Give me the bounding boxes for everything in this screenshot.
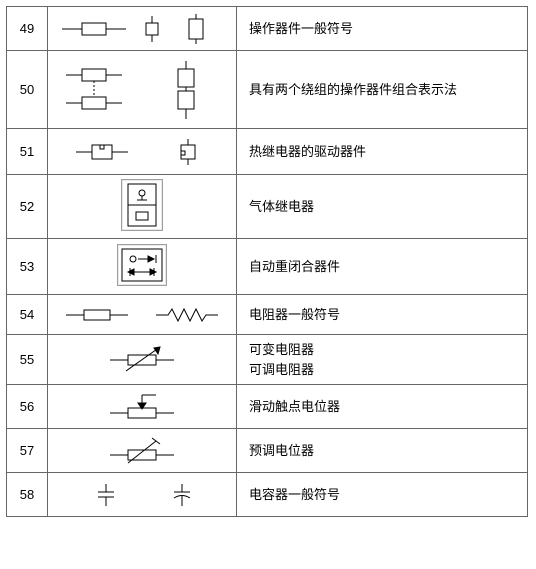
row-desc: 气体继电器	[237, 175, 528, 239]
row-index: 50	[7, 51, 48, 129]
row-index: 57	[7, 429, 48, 473]
row-desc: 预调电位器	[237, 429, 528, 473]
symbol-cell	[48, 51, 237, 129]
row-index: 54	[7, 295, 48, 335]
table-row: 49	[7, 7, 528, 51]
symbol-cell	[48, 385, 237, 429]
symbol-table: 49	[6, 6, 528, 517]
row-desc: 操作器件一般符号	[237, 7, 528, 51]
row-index: 55	[7, 335, 48, 385]
row-desc-line2: 可调电阻器	[249, 362, 314, 377]
row-index: 49	[7, 7, 48, 51]
row-desc: 热继电器的驱动器件	[237, 129, 528, 175]
symbol-cell	[48, 7, 237, 51]
row-desc: 具有两个绕组的操作器件组合表示法	[237, 51, 528, 129]
panel-icon	[121, 179, 163, 231]
table-row: 58 电容器一般符号	[7, 473, 528, 517]
symbol-cell	[48, 175, 237, 239]
row-index: 58	[7, 473, 48, 517]
table-row: 55 可变电阻器可调电阻器	[7, 335, 528, 385]
table-row: 52 气体继电器	[7, 175, 528, 239]
row-desc: 自动重闭合器件	[237, 239, 528, 295]
row-index: 53	[7, 239, 48, 295]
symbol-cell	[48, 429, 237, 473]
row-desc: 滑动触点电位器	[237, 385, 528, 429]
row-desc: 可变电阻器可调电阻器	[237, 335, 528, 385]
symbol-cell	[48, 295, 237, 335]
table-row: 57 预调电位器	[7, 429, 528, 473]
table-row: 54 电阻器一般符号	[7, 295, 528, 335]
row-desc: 电容器一般符号	[237, 473, 528, 517]
row-index: 56	[7, 385, 48, 429]
row-desc: 电阻器一般符号	[237, 295, 528, 335]
table-row: 51 热继电器的驱动器件	[7, 129, 528, 175]
symbol-cell	[48, 129, 237, 175]
row-index: 52	[7, 175, 48, 239]
panel-icon: | row -->	[117, 244, 167, 286]
symbol-cell	[48, 335, 237, 385]
table-row: 53 | row --> 自动重闭合器	[7, 239, 528, 295]
symbol-cell: | row -->	[48, 239, 237, 295]
table-row: 56 滑动触点电位器	[7, 385, 528, 429]
symbol-cell	[48, 473, 237, 517]
row-index: 51	[7, 129, 48, 175]
table-row: 50	[7, 51, 528, 129]
row-desc-line1: 可变电阻器	[249, 342, 314, 357]
